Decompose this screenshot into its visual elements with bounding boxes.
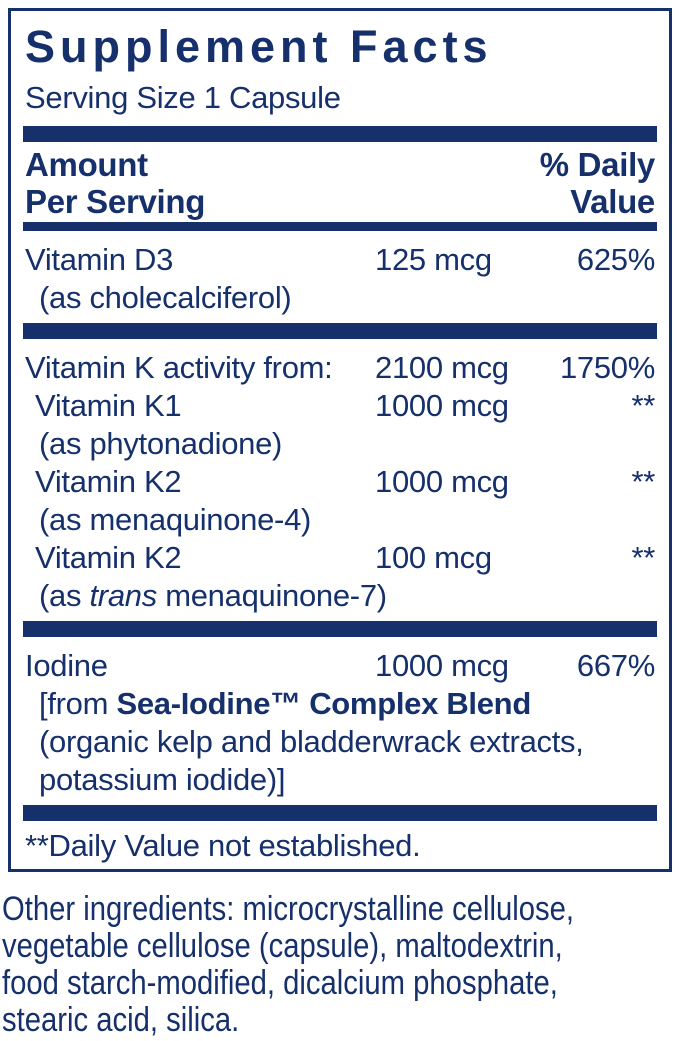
nutrient-section: Iodine 1000 mcg 667% [from Sea-Iodine™ Comp… xyxy=(23,637,657,805)
nutrient-source-line: [from Sea-Iodine™ Complex Blend xyxy=(23,685,657,723)
nutrient-section: Vitamin D3 125 mcg 625% (as cholecalciferol… xyxy=(23,231,657,323)
divider-bar-header xyxy=(23,222,657,231)
nutrient-source-line: (as trans menaquinone-7) xyxy=(23,577,657,615)
daily-value-footnote: **Daily Value not established. xyxy=(25,828,421,863)
nutrient-name: Vitamin K activity from: xyxy=(25,349,375,387)
nutrient-name: Iodine xyxy=(25,647,375,685)
other-ingredients-line: vegetable cellulose (capsule), maltodext… xyxy=(2,927,563,965)
nutrient-source-line: (as phytonadione) xyxy=(23,425,657,463)
nutrient-row: Vitamin K activity from: 2100 mcg 1750% xyxy=(23,349,657,387)
text-fragment: Vitamin K1 xyxy=(35,388,182,423)
text-fragment: (as phytonadione) xyxy=(39,426,283,461)
text-fragment: Vitamin K2 xyxy=(35,464,182,499)
text-fragment: (as cholecalciferol) xyxy=(39,280,292,315)
other-ingredients-line: food starch-modified, dicalcium phosphat… xyxy=(2,964,558,1002)
nutrient-amount: 100 mcg xyxy=(375,540,492,575)
nutrient-daily-value: 625% xyxy=(576,242,655,277)
column-headers: Amount Per Serving % Daily Value xyxy=(23,146,657,220)
nutrient-daily-value: ** xyxy=(631,464,655,499)
text-fragment: Sea-Iodine™ Complex Blend xyxy=(116,686,531,721)
nutrient-name: Vitamin K2 xyxy=(25,463,375,501)
nutrient-amount: 1000 mcg xyxy=(375,464,509,499)
text-fragment: Vitamin D3 xyxy=(25,242,174,277)
nutrient-amount: 1000 mcg xyxy=(375,648,509,683)
section-divider-bar xyxy=(23,323,657,339)
nutrient-amount: 1000 mcg xyxy=(375,388,509,423)
daily-value-header-line2: Value xyxy=(570,183,655,220)
daily-value-header: % Daily Value xyxy=(539,146,656,220)
text-fragment: [from xyxy=(39,686,117,721)
nutrient-name: Vitamin D3 xyxy=(25,241,375,279)
text-fragment: menaquinone-7) xyxy=(156,578,387,613)
footnote-divider-bar xyxy=(23,805,657,821)
text-fragment: Vitamin K activity from: xyxy=(25,350,333,385)
nutrient-row: Vitamin K1 1000 mcg ** xyxy=(23,387,657,425)
nutrient-source-line: (as menaquinone-4) xyxy=(23,501,657,539)
other-ingredients: Other ingredients: microcrystalline cell… xyxy=(2,891,673,1039)
text-fragment: (organic kelp and bladderwrack extracts, xyxy=(39,724,584,759)
nutrient-daily-value: 1750% xyxy=(559,350,655,385)
nutrient-row: Iodine 1000 mcg 667% xyxy=(23,647,657,685)
nutrient-amount: 125 mcg xyxy=(375,242,492,277)
nutrient-name: Vitamin K1 xyxy=(25,387,375,425)
nutrient-name: Vitamin K2 xyxy=(25,539,375,577)
panel-title: Supplement Facts xyxy=(25,21,493,72)
amount-header-line1: Amount xyxy=(25,146,148,183)
text-fragment: (as xyxy=(39,578,90,613)
nutrient-daily-value: 667% xyxy=(576,648,655,683)
text-fragment: potassium iodide)] xyxy=(39,762,286,797)
nutrient-amount: 2100 mcg xyxy=(375,350,509,385)
nutrient-daily-value: ** xyxy=(631,540,655,575)
daily-value-header-line1: % Daily xyxy=(539,146,656,183)
supplement-facts-panel: Supplement Facts Serving Size 1 Capsule … xyxy=(8,8,672,872)
nutrient-source-line: (organic kelp and bladderwrack extracts, xyxy=(23,723,657,761)
nutrient-section: Vitamin K activity from: 2100 mcg 1750% Vit… xyxy=(23,339,657,621)
amount-per-serving-header: Amount Per Serving xyxy=(25,146,205,220)
nutrient-source-line: (as cholecalciferol) xyxy=(23,279,657,317)
other-ingredients-line: Other ingredients: microcrystalline cell… xyxy=(2,890,575,928)
other-ingredients-line: stearic acid, silica. xyxy=(2,1001,240,1039)
nutrient-row: Vitamin K2 1000 mcg ** xyxy=(23,463,657,501)
serving-size: Serving Size 1 Capsule xyxy=(25,80,341,115)
nutrient-row: Vitamin D3 125 mcg 625% xyxy=(23,241,657,279)
section-divider-bar xyxy=(23,621,657,637)
text-fragment: Iodine xyxy=(25,648,108,683)
text-fragment: (as menaquinone-4) xyxy=(39,502,312,537)
divider-bar-top xyxy=(23,126,657,142)
text-fragment: trans xyxy=(89,578,157,613)
amount-header-line2: Per Serving xyxy=(25,183,206,220)
nutrient-source-line: potassium iodide)] xyxy=(23,761,657,799)
nutrient-table: Vitamin D3 125 mcg 625% (as cholecalciferol… xyxy=(23,231,657,821)
nutrient-daily-value: ** xyxy=(631,388,655,423)
text-fragment: Vitamin K2 xyxy=(35,540,182,575)
nutrient-row: Vitamin K2 100 mcg ** xyxy=(23,539,657,577)
